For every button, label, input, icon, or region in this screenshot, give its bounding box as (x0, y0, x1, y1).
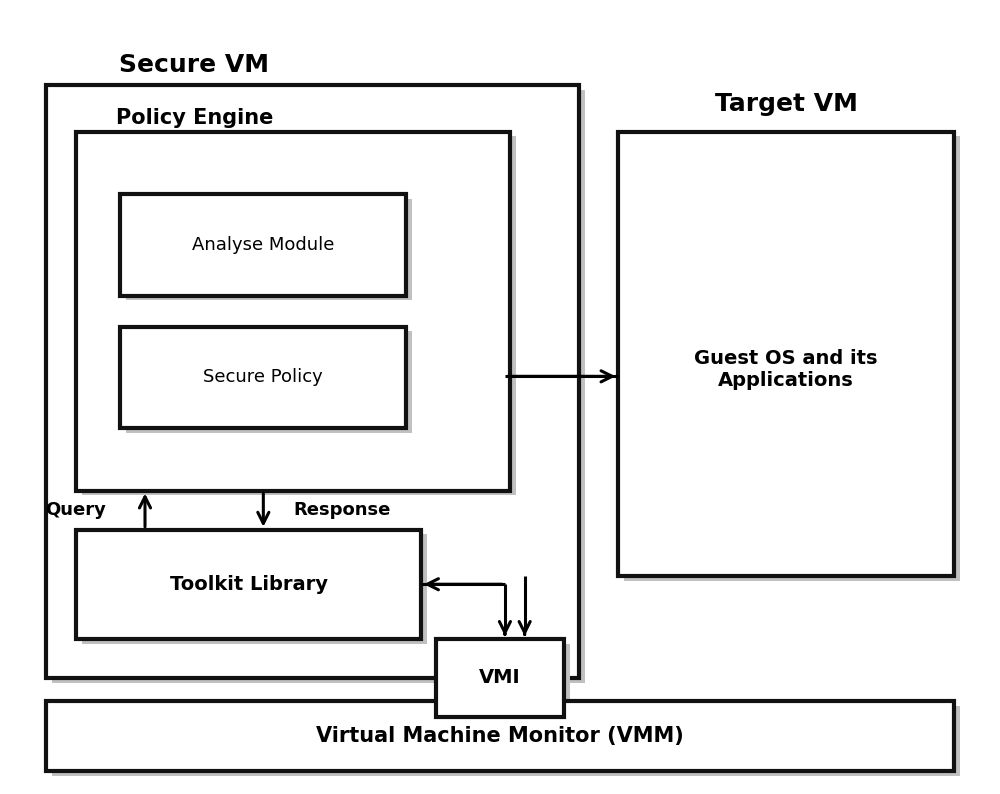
Text: Guest OS and its
Applications: Guest OS and its Applications (694, 349, 878, 390)
Text: Query: Query (45, 501, 106, 519)
Bar (46, 85, 579, 678)
Text: Toolkit Library: Toolkit Library (170, 575, 328, 594)
Bar (126, 331, 412, 433)
Text: VMI: VMI (479, 669, 521, 688)
Bar (82, 137, 516, 495)
Bar (120, 327, 406, 428)
Bar (126, 198, 412, 300)
Text: Secure VM: Secure VM (119, 53, 269, 78)
Bar (52, 706, 960, 776)
Bar (624, 137, 960, 581)
Bar (436, 639, 564, 717)
Bar (46, 701, 954, 772)
Bar (76, 132, 510, 491)
Text: Virtual Machine Monitor (VMM): Virtual Machine Monitor (VMM) (316, 727, 684, 746)
Bar (120, 195, 406, 295)
Bar (618, 132, 954, 576)
Bar (52, 90, 585, 683)
Bar (442, 643, 570, 722)
Bar (76, 530, 421, 639)
Text: Policy Engine: Policy Engine (116, 108, 273, 128)
Text: Analyse Module: Analyse Module (192, 236, 335, 254)
Text: Secure Policy: Secure Policy (203, 368, 323, 387)
Text: Response: Response (293, 501, 390, 519)
Text: Target VM: Target VM (715, 92, 857, 117)
Bar (82, 534, 427, 643)
